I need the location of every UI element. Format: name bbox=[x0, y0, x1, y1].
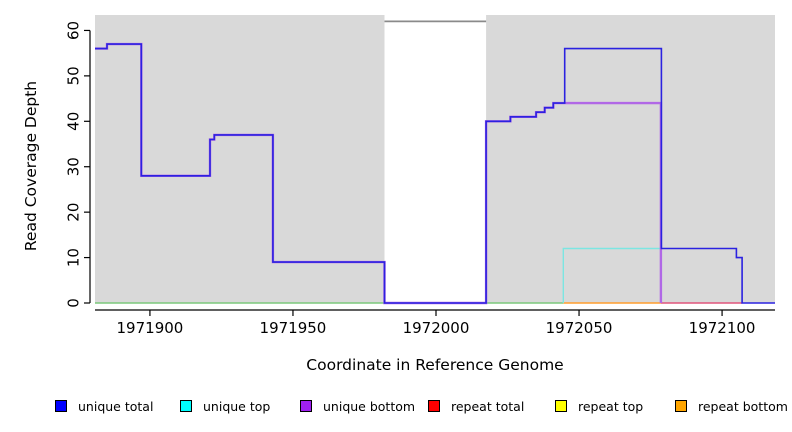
legend-label: repeat total bbox=[451, 398, 525, 414]
legend-item-unique-top: unique top bbox=[180, 398, 270, 414]
chart-canvas: 0 10 20 30 40 50 60 1971900 1971950 1972000 197205… bbox=[65, 15, 775, 337]
legend-swatch-repeat-top bbox=[555, 400, 567, 412]
legend-item-repeat-top: repeat top bbox=[555, 398, 643, 414]
x-tick-label: 1972050 bbox=[546, 319, 613, 337]
legend-swatch-unique-bottom bbox=[300, 400, 312, 412]
legend-label: unique bottom bbox=[323, 398, 416, 414]
y-axis-title: Read Coverage Depth bbox=[22, 80, 40, 252]
series-unique-total bbox=[95, 43, 775, 304]
legend-item-repeat-total: repeat total bbox=[428, 398, 524, 414]
x-tick-label: 1972000 bbox=[403, 319, 470, 337]
chart-legend: unique total unique top unique bottom re… bbox=[0, 398, 792, 420]
legend-item-repeat-bottom: repeat bottom bbox=[675, 398, 788, 414]
legend-label: repeat bottom bbox=[698, 398, 788, 414]
legend-label: unique total bbox=[78, 398, 154, 414]
legend-item-unique-bottom: unique bottom bbox=[300, 398, 415, 414]
legend-swatch-unique-top bbox=[180, 400, 192, 412]
legend-swatch-repeat-total bbox=[428, 400, 440, 412]
legend-label: repeat top bbox=[578, 398, 644, 414]
legend-swatch-repeat-bottom bbox=[675, 400, 687, 412]
masked-repeat-region bbox=[384, 15, 487, 303]
legend-label: unique top bbox=[203, 398, 271, 414]
x-tick-label: 1971950 bbox=[260, 319, 327, 337]
y-tick-label: 30 bbox=[65, 157, 83, 176]
x-tick-label: 1971900 bbox=[117, 319, 184, 337]
y-tick-label: 10 bbox=[65, 248, 83, 267]
y-tick-label: 60 bbox=[65, 21, 83, 40]
y-tick-label: 20 bbox=[65, 203, 83, 222]
y-tick-label: 0 bbox=[65, 298, 83, 308]
legend-swatch-unique-total bbox=[55, 400, 67, 412]
y-tick-label: 40 bbox=[65, 112, 83, 131]
x-axis-title: Coordinate in Reference Genome bbox=[306, 356, 564, 374]
y-tick-label: 50 bbox=[65, 66, 83, 85]
x-tick-label: 1972100 bbox=[689, 319, 756, 337]
legend-item-unique-total: unique total bbox=[55, 398, 153, 414]
